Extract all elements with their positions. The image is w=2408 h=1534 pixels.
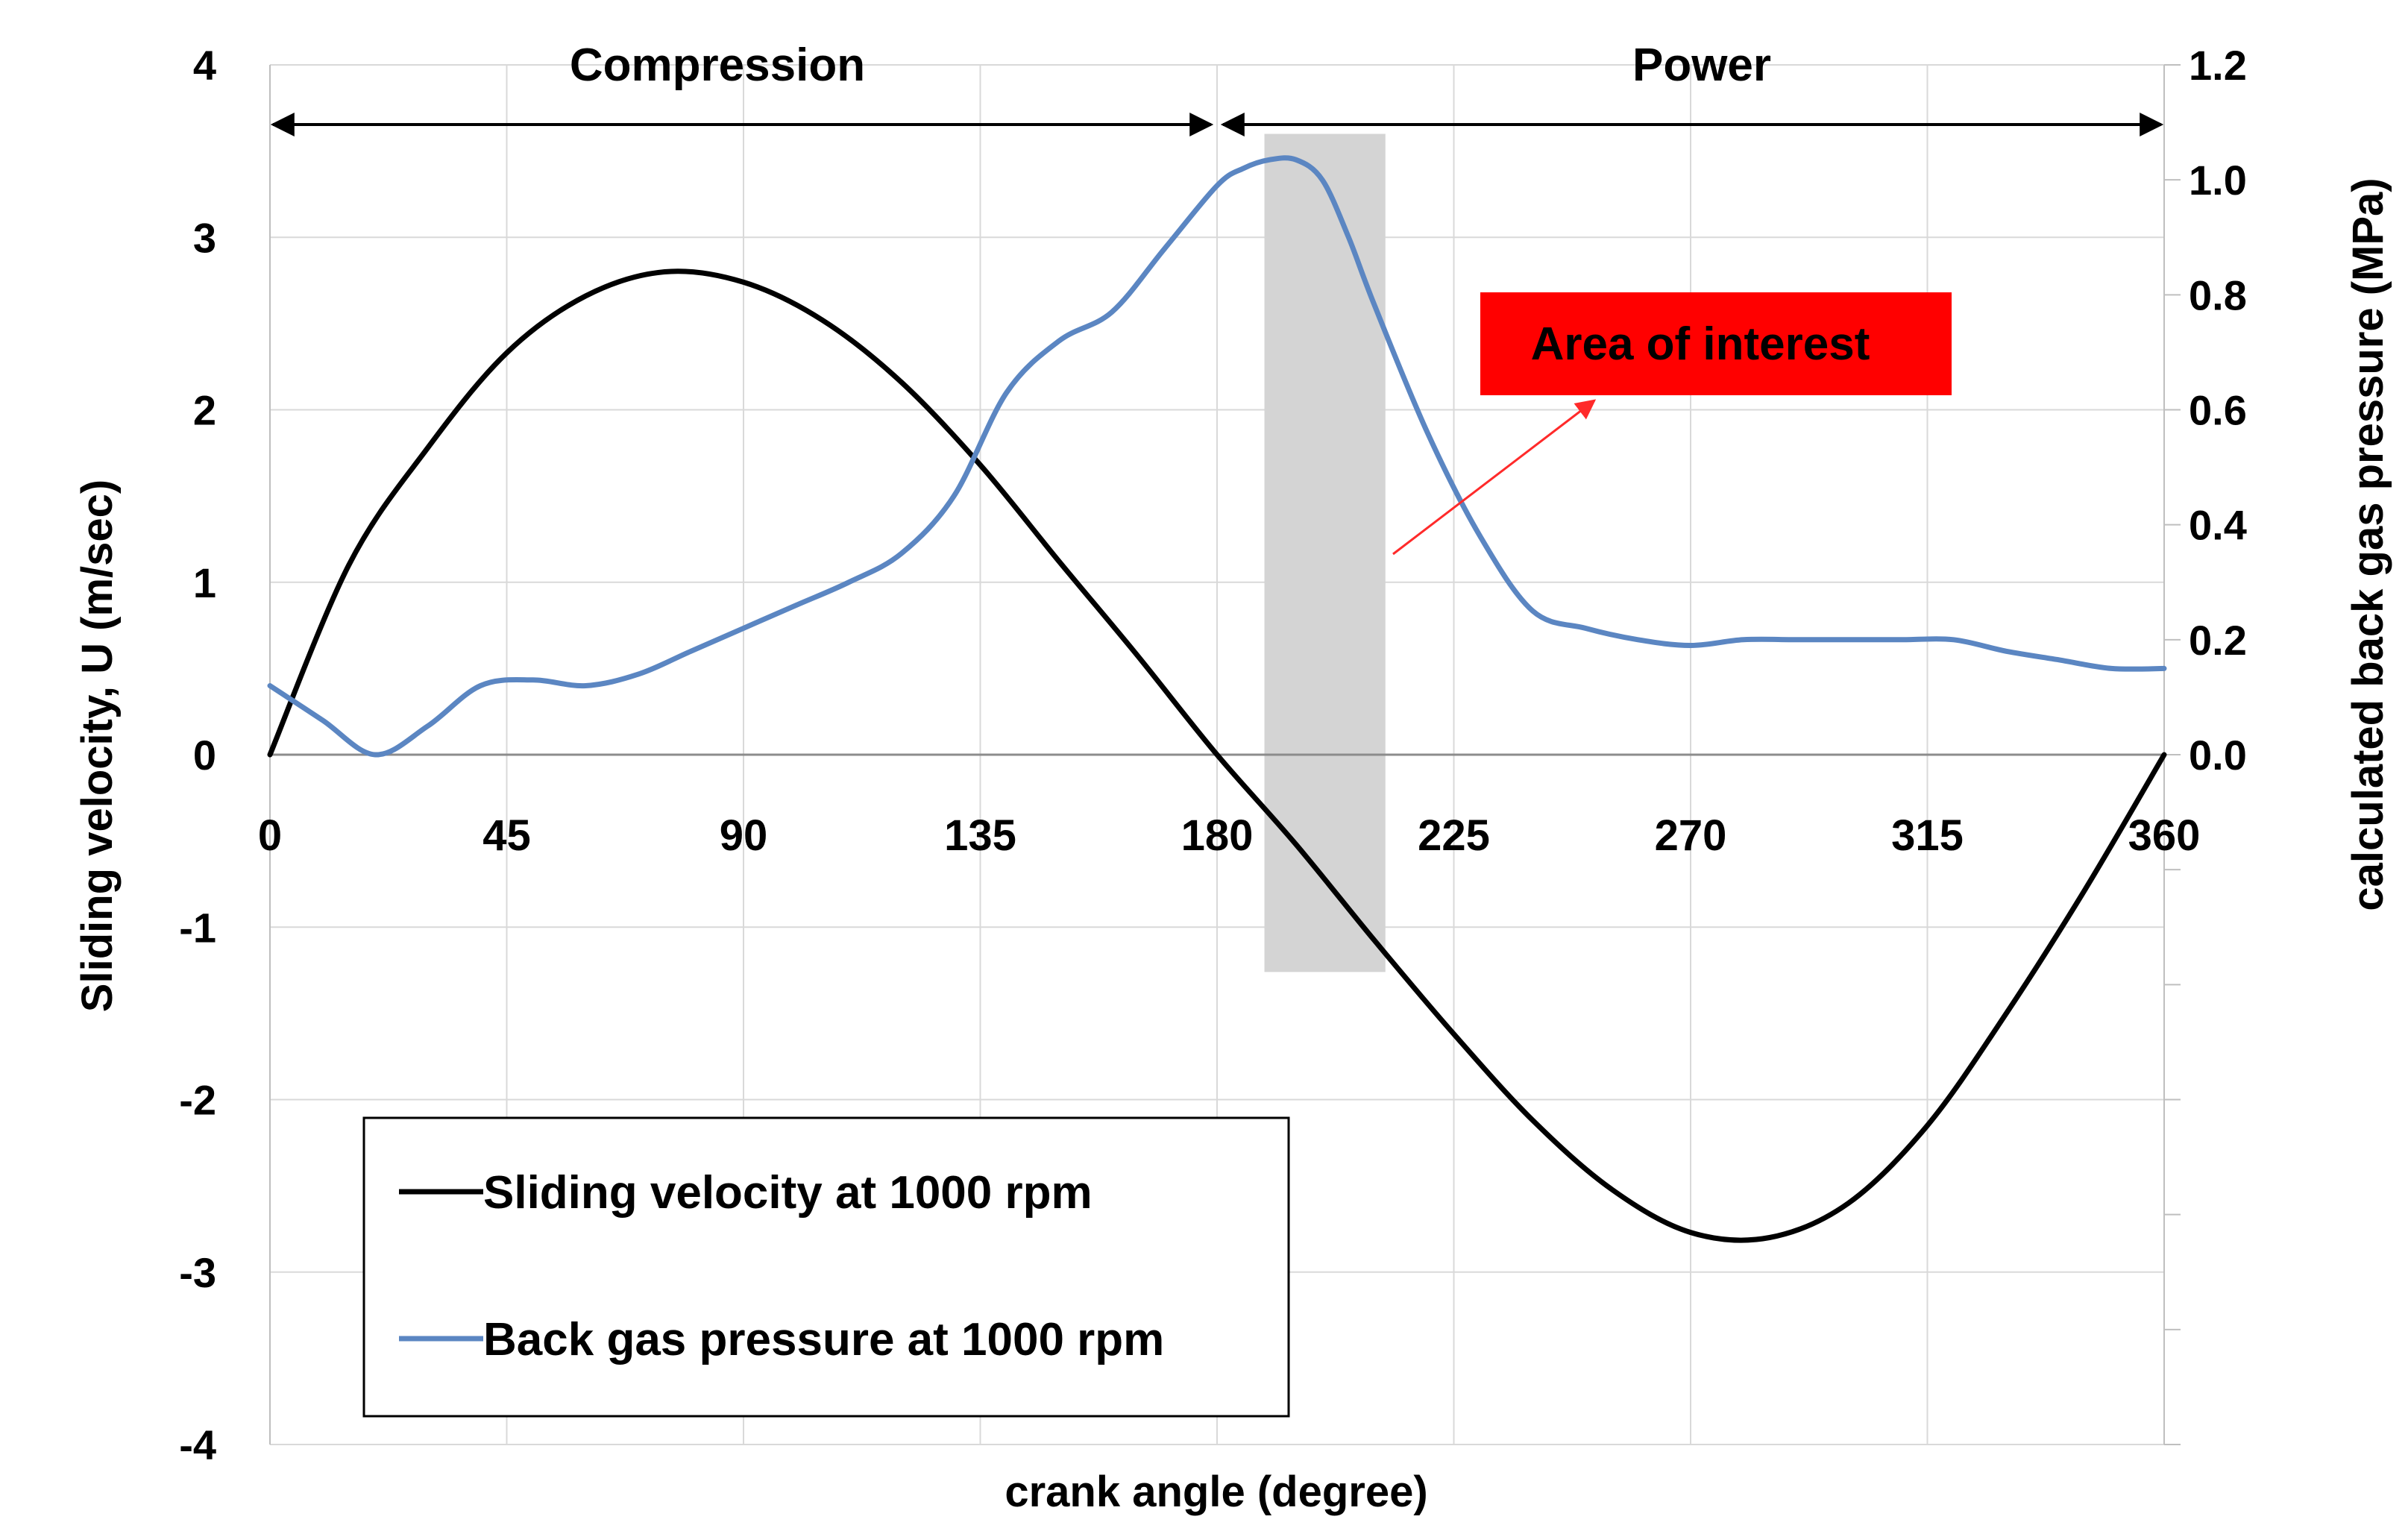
x-tick-label: 360 xyxy=(2128,811,2201,860)
y-tick-label: -4 xyxy=(179,1421,216,1468)
y2-tick-label: 1.0 xyxy=(2189,157,2247,204)
x-axis-title: crank angle (degree) xyxy=(1005,1468,1427,1516)
y-tick-label: -1 xyxy=(179,904,216,951)
x-tick-label: 135 xyxy=(944,811,1016,860)
x-tick-label: 270 xyxy=(1655,811,1727,860)
highlight-region xyxy=(1264,133,1386,972)
y-tick-label: 1 xyxy=(193,559,216,606)
y2-tick-label: 0.6 xyxy=(2189,387,2247,434)
legend-label-velocity: Sliding velocity at 1000 rpm xyxy=(483,1167,1093,1219)
y-tick-label: 3 xyxy=(193,214,216,261)
y2-tick-label: 1.2 xyxy=(2189,42,2247,89)
y-axis-title: Sliding velocity, U (m/sec) xyxy=(73,480,122,1012)
y2-axis-title: calculated back gas pressure (MPa) xyxy=(2344,177,2392,911)
y2-tick-label: 0.8 xyxy=(2189,271,2247,318)
phase-arrows: Compression Power xyxy=(270,40,2164,136)
x-tick-label: 90 xyxy=(720,811,768,860)
x-tick-label: 315 xyxy=(1891,811,1964,860)
series-layer xyxy=(267,155,2167,1243)
y-tick-label: -2 xyxy=(179,1077,216,1124)
x-tick-label: 0 xyxy=(258,811,282,860)
x-tick-label: 225 xyxy=(1418,811,1490,860)
power-label: Power xyxy=(1632,40,1771,91)
series-line-velocity xyxy=(267,268,2167,1243)
y2-tick-label: 0.2 xyxy=(2189,617,2247,664)
legend-label-pressure: Back gas pressure at 1000 rpm xyxy=(483,1314,1164,1365)
tick-labels: -4 -3 -2 -1 0 1 2 3 4 0.0 0.2 0.4 0.6 0.8 1.0 1.2 0 45 90 1… xyxy=(179,42,2247,1468)
x-tick-label: 45 xyxy=(482,811,531,860)
y-tick-label: 0 xyxy=(193,732,216,779)
y2-tick-label: 0.0 xyxy=(2189,732,2247,779)
y-tick-label: 2 xyxy=(193,387,216,434)
legend-box xyxy=(362,1116,1290,1418)
series-line-pressure xyxy=(267,155,2167,758)
area-of-interest-callout: Area of interest xyxy=(1392,292,1952,556)
compression-label: Compression xyxy=(570,40,865,91)
callout-box xyxy=(1480,292,1952,395)
callout-text: Area of interest xyxy=(1531,318,1870,370)
y2-tick-label: 0.4 xyxy=(2189,502,2247,549)
x-tick-label: 180 xyxy=(1181,811,1254,860)
y-tick-label: -3 xyxy=(179,1249,216,1296)
legend: Sliding velocity at 1000 rpm Back gas pr… xyxy=(362,1116,1290,1418)
callout-arrow xyxy=(1392,399,1597,556)
y-tick-label: 4 xyxy=(193,42,216,89)
